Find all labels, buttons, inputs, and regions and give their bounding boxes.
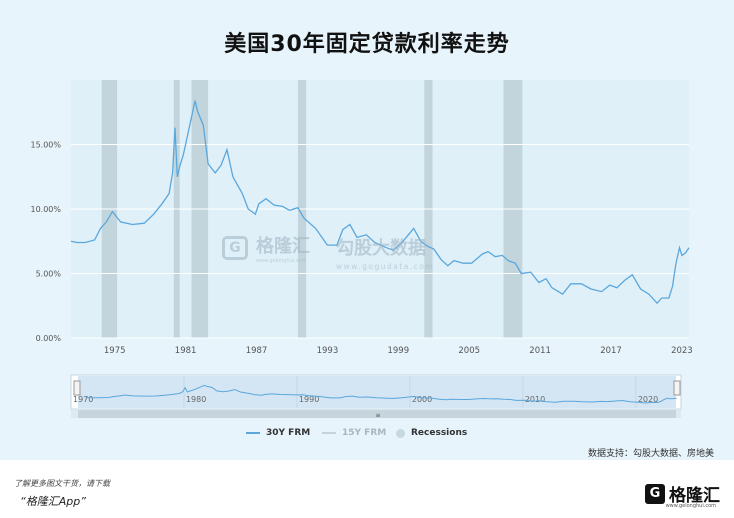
footer-brand: G 格隆汇 [645,481,720,506]
watermark-gogudata: 勾股大数据 www.gogudata.com [336,234,434,271]
navigator-labels: 1970 1980 1990 2000 2010 2020 [70,376,658,408]
navigator-year-label: 2000 [412,395,432,404]
gelonghui-logo-icon: G [645,483,665,504]
navigator-year-label: 1970 [73,395,93,404]
navigator-year-label: 2010 [525,395,545,404]
watermark-brand: 格隆汇 [256,236,310,257]
y-tick-label: 10.00% [30,205,61,214]
footer-brand-name: 格隆汇 [669,486,720,506]
y-tick-label: 15.00% [30,141,61,150]
navigator-selection[interactable] [78,376,676,408]
legend-dot-icon [396,428,405,438]
legend-label: 30Y FRM [266,428,311,438]
footer-brand-url: www.gelonghui.com [665,503,716,509]
legend-item-30y-frm[interactable]: 30Y FRM [246,428,310,438]
scrollbar-grip-icon[interactable]: ≡ [375,412,380,419]
y-tick-label: 0.00% [36,334,62,343]
y-tick-label: 5.00% [36,270,62,279]
navigator-year-label: 2020 [638,395,658,404]
legend-item-recessions[interactable]: Recessions [396,428,467,438]
navigator-year-label: 1980 [186,395,206,404]
data-source: 数据支持：勾股大数据、房地美 [587,449,714,459]
x-tick-label: 1981 [175,346,197,356]
navigator-year-label: 1990 [299,395,319,404]
watermark-brand-url: www.gelonghui.com [256,258,307,264]
gelonghui-logo-icon: G [222,236,248,260]
navigator-handle-right[interactable] [673,380,681,396]
series-line-30y-frm [70,100,690,305]
legend-item-15y-frm[interactable]: 15Y FRM [322,428,386,438]
x-tick-label: 2023 [671,346,693,356]
legend-label: 15Y FRM [342,428,387,438]
navigator-handle-left[interactable] [73,380,81,396]
watermark-gelonghui: G 格隆汇 www.gelonghui.com [222,232,310,264]
x-tick-label: 1999 [387,346,409,356]
legend-line-icon [246,432,260,434]
y-axis: 0.00% 5.00% 10.00% 15.00% [30,141,61,344]
x-tick-label: 1993 [317,346,339,356]
chart-title: 美国30年固定贷款利率走势 [224,32,510,57]
footer-app-name: “格隆汇App” [20,495,86,508]
x-tick-label: 1975 [104,346,126,356]
scrollbar-thumb[interactable] [78,410,676,418]
x-tick-label: 2011 [529,346,551,356]
legend-label: Recessions [411,428,468,438]
x-tick-label: 1987 [246,346,268,356]
navigator-series-line [85,384,677,404]
watermark-data-brand: 勾股大数据 [336,238,426,259]
x-tick-label: 2005 [458,346,480,356]
rate-chart: 0.00%5.00%10.00%15.00% 1975 1981 1987 1993 1… [30,80,693,419]
x-axis: 1975 1981 1987 1993 1999 2005 2011 2017 2023 [104,346,693,356]
chart-legend: 30Y FRM 15Y FRM Recessions [0,428,734,442]
legend-line-icon [322,432,336,434]
x-tick-label: 2017 [600,346,622,356]
footer-note: 了解更多图文干货，请下载 [14,479,110,488]
watermark-data-url: www.gogudata.com [336,262,435,271]
